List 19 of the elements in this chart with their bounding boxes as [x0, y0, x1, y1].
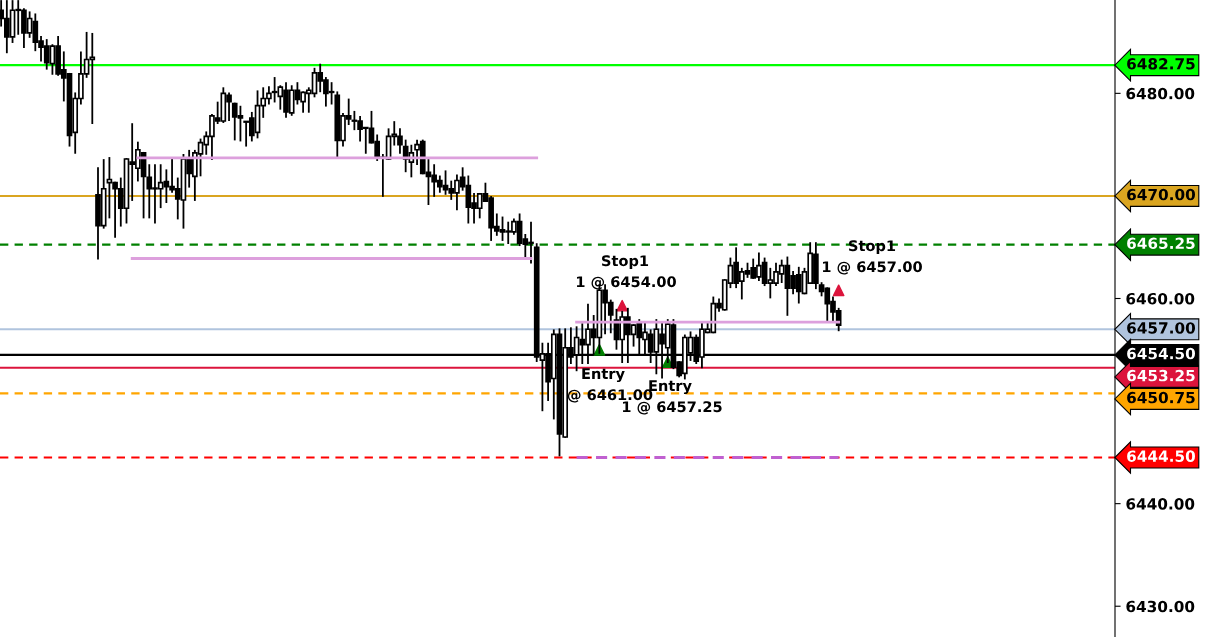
ref-line-label: 6444.50: [1127, 450, 1195, 462]
ref-line-label: 6454.50: [1127, 347, 1195, 360]
y-tick-label: 6480.00: [1126, 87, 1195, 100]
y-tick-label: 6430.00: [1126, 600, 1195, 613]
ref-line-label: 6465.25: [1127, 237, 1195, 250]
y-tick-label: 6440.00: [1126, 498, 1195, 510]
annotation: Stop1: [602, 255, 649, 270]
annotation: Entry: [582, 368, 625, 383]
annotation: 1 @ 6457.25: [622, 401, 722, 415]
ref-line-label: 6453.25: [1127, 369, 1195, 382]
ref-line-label: 6450.75: [1127, 391, 1195, 404]
ref-line-label: 6470.00: [1127, 188, 1195, 201]
ref-line-label: 6457.00: [1127, 322, 1195, 334]
annotation: 1 @ 6454.00: [576, 276, 676, 290]
ref-line-label: 6482.75: [1127, 58, 1195, 70]
annotation: Stop1: [849, 240, 896, 255]
annotation: 1 @ 6457.00: [822, 261, 922, 275]
point: [832, 284, 845, 297]
y-tick-label: 6460.00: [1126, 292, 1195, 305]
